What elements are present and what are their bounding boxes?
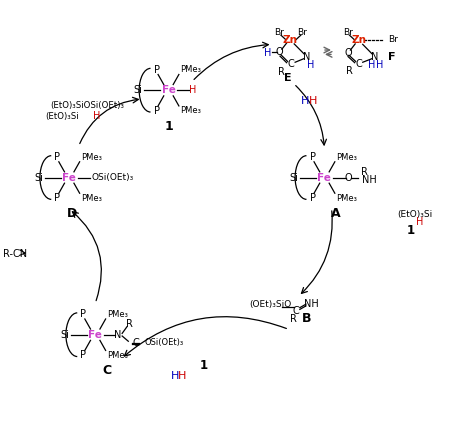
Text: NH: NH	[362, 175, 377, 185]
Text: (EtO)₃Si: (EtO)₃Si	[398, 210, 433, 219]
Text: O: O	[344, 48, 352, 58]
Text: R: R	[278, 67, 285, 77]
Text: C: C	[356, 59, 362, 69]
Text: Br: Br	[343, 28, 353, 37]
Text: (EtO)₃SiOSi(OEt)₃: (EtO)₃SiOSi(OEt)₃	[50, 101, 124, 110]
Text: Fe: Fe	[162, 85, 175, 95]
Text: O: O	[344, 173, 352, 183]
Text: P: P	[154, 65, 160, 74]
Text: P: P	[310, 152, 316, 162]
Text: R: R	[290, 314, 297, 324]
Text: Fe: Fe	[88, 330, 102, 340]
Text: R: R	[361, 167, 368, 177]
Text: P: P	[310, 193, 316, 203]
Text: P: P	[81, 350, 86, 360]
Text: Fe: Fe	[318, 173, 331, 183]
Text: C: C	[293, 306, 300, 316]
Text: H: H	[171, 371, 179, 381]
Text: H: H	[301, 96, 310, 106]
Text: B: B	[302, 312, 312, 325]
Text: Zn: Zn	[351, 35, 366, 45]
Text: H: H	[264, 48, 272, 58]
Text: PMe₃: PMe₃	[107, 351, 128, 360]
Text: F: F	[388, 52, 396, 62]
Text: PMe₃: PMe₃	[180, 106, 201, 115]
Text: P: P	[81, 309, 86, 319]
Text: (EtO)₃Si: (EtO)₃Si	[46, 112, 79, 121]
Text: PMe₃: PMe₃	[107, 310, 128, 319]
Text: H: H	[307, 60, 314, 70]
Text: H: H	[93, 111, 100, 121]
Text: PMe₃: PMe₃	[180, 65, 201, 74]
Text: H: H	[189, 85, 197, 95]
Text: R: R	[346, 67, 353, 76]
Text: H: H	[376, 60, 383, 71]
Text: C: C	[288, 59, 295, 69]
Text: N: N	[303, 52, 310, 62]
Text: P: P	[55, 152, 60, 162]
Text: PMe₃: PMe₃	[336, 194, 357, 202]
Text: 1: 1	[406, 224, 414, 237]
Text: H: H	[178, 371, 186, 381]
Text: A: A	[331, 207, 341, 220]
Text: H: H	[309, 96, 317, 106]
Text: PMe₃: PMe₃	[336, 152, 357, 162]
Text: C: C	[132, 338, 139, 348]
Text: H: H	[416, 218, 423, 227]
Text: Br: Br	[274, 28, 284, 37]
Text: C: C	[102, 364, 111, 377]
Text: P: P	[55, 193, 60, 203]
Text: Si: Si	[34, 173, 43, 183]
Text: Br: Br	[388, 35, 398, 45]
Text: 1: 1	[200, 359, 208, 372]
Text: R-CN: R-CN	[3, 249, 27, 259]
Text: P: P	[154, 106, 160, 116]
Text: Si: Si	[133, 85, 142, 95]
Text: OSi(OEt)₃: OSi(OEt)₃	[145, 338, 184, 347]
Text: (OEt)₃SiO: (OEt)₃SiO	[249, 300, 292, 309]
Text: PMe₃: PMe₃	[81, 152, 102, 162]
Text: O: O	[276, 47, 283, 57]
Text: 1: 1	[164, 120, 173, 133]
Text: R: R	[126, 319, 133, 329]
Text: N: N	[114, 330, 122, 340]
Text: NH: NH	[304, 299, 319, 309]
Text: Si: Si	[289, 173, 298, 183]
Text: E: E	[284, 73, 292, 83]
Text: D: D	[66, 207, 77, 220]
Text: Br: Br	[297, 28, 307, 37]
Text: Zn: Zn	[283, 35, 298, 45]
Text: H: H	[368, 60, 375, 71]
Text: Si: Si	[60, 330, 69, 340]
Text: OSi(OEt)₃: OSi(OEt)₃	[91, 173, 134, 182]
Text: Fe: Fe	[62, 173, 76, 183]
Text: N: N	[371, 52, 379, 62]
Text: PMe₃: PMe₃	[81, 194, 102, 202]
